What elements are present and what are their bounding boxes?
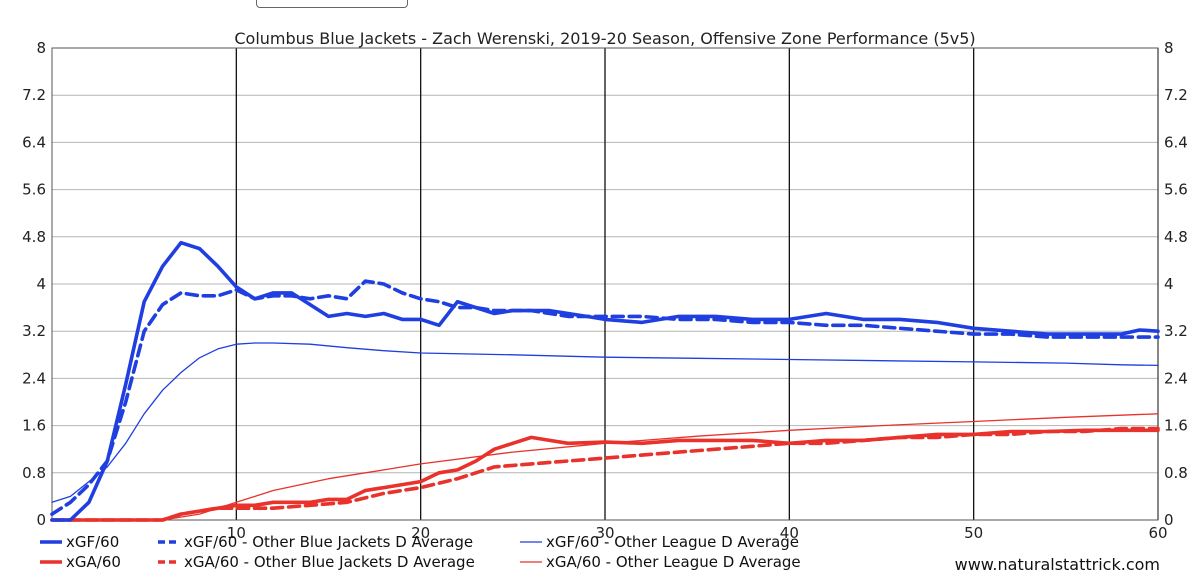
y-tick-label-right: 5.6 [1164,181,1188,199]
legend-label: xGA/60 [66,553,121,571]
y-tick-label-left: 8 [36,39,46,57]
x-tick-label: 10 [227,524,246,542]
y-tick-label-left: 0.8 [22,464,46,482]
y-tick-label-left: 3.2 [22,322,46,340]
y-tick-label-left: 7.2 [22,86,46,104]
series-line-3 [50,428,1160,522]
legend: xGF/60 xGF/60 - Other Blue Jackets D Aver… [40,533,801,571]
x-tick-label: 30 [595,524,614,542]
y-tick-label-right: 0.8 [1164,464,1188,482]
y-tick-label-left: 0 [36,511,46,529]
legend-label: xGF/60 - Other League D Average [546,533,799,551]
x-tick-label: 20 [411,524,430,542]
legend-label: xGF/60 [66,533,119,551]
y-tick-label-left: 1.6 [22,417,46,435]
y-tick-label-left: 4 [36,275,46,293]
y-tick-label-right: 3.2 [1164,322,1188,340]
y-tick-label-right: 4.8 [1164,228,1188,246]
chart-title: Columbus Blue Jackets - Zach Werenski, 2… [234,29,975,48]
y-tick-label-right: 0 [1164,511,1174,529]
y-tick-label-right: 6.4 [1164,133,1188,151]
series-line-2 [51,342,1159,503]
legend-label: xGA/60 - Other League D Average [546,553,801,571]
plot-frame [51,47,1159,521]
x-tick-label: 50 [964,524,983,542]
series-line-1 [50,279,1160,516]
x-tick-label: 60 [1148,524,1167,542]
tick-labels: 0 0 0.8 0.8 1.6 1.6 2.4 2.4 3.2 3.2 4 4 4.8 4.8 5.6 5.6… [22,39,1188,542]
series-line-0 [50,240,1160,522]
x-tick-label: 40 [780,524,799,542]
y-tick-label-right: 4 [1164,275,1174,293]
y-tick-label-left: 6.4 [22,133,46,151]
legend-label: xGA/60 - Other Blue Jackets D Average [184,553,475,571]
legend-label: xGF/60 - Other Blue Jackets D Average [184,533,473,551]
series-lines [50,240,1160,522]
source-credit: www.naturalstattrick.com [955,555,1160,574]
grid [51,47,1159,521]
y-tick-label-left: 4.8 [22,228,46,246]
y-tick-label-right: 2.4 [1164,369,1188,387]
top-control-frame [256,0,408,8]
y-tick-label-right: 7.2 [1164,86,1188,104]
y-tick-label-left: 2.4 [22,369,46,387]
y-tick-label-right: 1.6 [1164,417,1188,435]
y-tick-label-left: 5.6 [22,181,46,199]
y-tick-label-right: 8 [1164,39,1174,57]
